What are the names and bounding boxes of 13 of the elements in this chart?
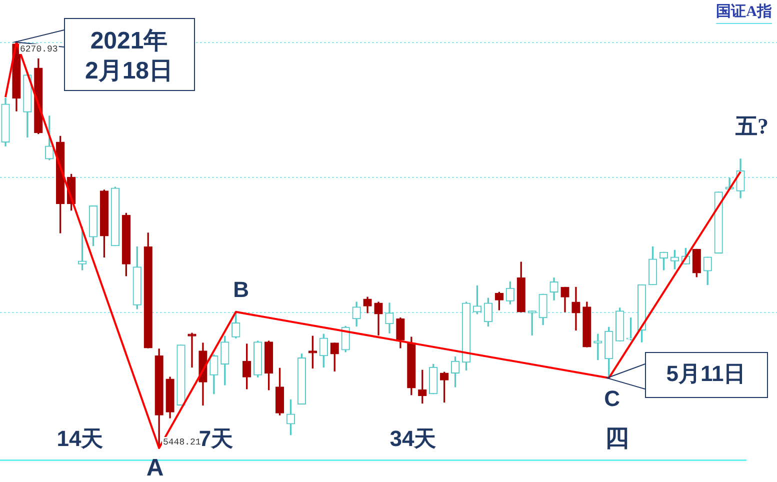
chart-title: 国证A指 — [716, 2, 772, 20]
annotation: 2021年 2月18日 — [84, 28, 174, 85]
annotation: 34天 — [390, 426, 436, 452]
annotation: C — [604, 386, 620, 412]
annotation: B — [233, 277, 249, 302]
annotation: 5448.21 — [163, 437, 201, 448]
annotation: 6270.93 — [20, 44, 58, 54]
annotation: 五? — [734, 114, 768, 139]
annotation: 7天 — [198, 426, 234, 452]
text: A — [146, 454, 164, 482]
annotation: 5月11日 — [666, 361, 746, 386]
annotation: 四 — [605, 426, 629, 452]
annotation: 14天 — [56, 426, 104, 452]
